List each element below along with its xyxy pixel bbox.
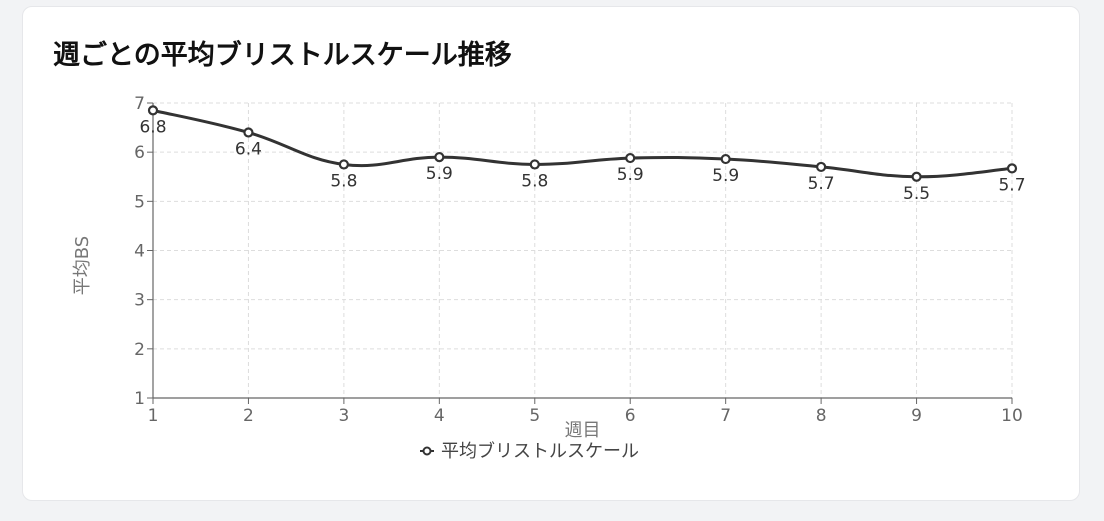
y-tick-label: 5 [134,192,145,212]
data-point[interactable] [338,159,349,170]
data-label: 5.9 [617,165,644,185]
data-label: 5.8 [330,171,357,191]
legend-label[interactable]: 平均ブリストルスケール [441,440,639,462]
data-point[interactable] [625,152,636,164]
legend-marker [422,446,432,456]
series-line [152,108,1013,179]
y-tick-label: 1 [134,389,145,409]
data-label: 5.9 [426,164,453,184]
data-label: 5.7 [808,174,835,194]
data-label: 5.8 [521,171,548,191]
x-axis-title: 週目 [565,420,601,441]
data-point[interactable] [434,151,445,163]
x-tick-label: 4 [434,406,445,426]
data-label: 5.5 [903,184,930,204]
data-point[interactable] [529,159,540,170]
data-point[interactable] [720,153,731,165]
y-tick-label: 6 [134,143,145,163]
data-label: 5.7 [998,175,1025,195]
x-tick-label: 10 [1001,406,1023,426]
data-point[interactable] [147,105,159,116]
data-label: 6.8 [139,117,166,137]
chart-title: 週ごとの平均ブリストルスケール推移 [53,40,512,71]
x-tick-label: 2 [243,406,254,426]
data-point[interactable] [1006,163,1018,174]
y-tick-label: 7 [134,94,145,114]
y-tick-label: 3 [134,291,145,311]
chart-card: 週ごとの平均ブリストルスケール推移 [22,6,1080,501]
data-point[interactable] [911,171,922,182]
data-point[interactable] [816,161,827,173]
data-point[interactable] [243,127,254,138]
data-label: 6.4 [235,140,262,160]
x-tick-label: 7 [720,406,731,426]
y-tick-label: 2 [134,340,145,360]
x-tick-label: 9 [911,406,922,426]
data-label: 5.9 [712,166,739,186]
x-tick-label: 8 [816,406,827,426]
x-tick-label: 6 [625,406,636,426]
y-tick-label: 4 [134,242,145,262]
y-axis-title: 平均BS [72,236,93,295]
x-tick-label: 1 [148,406,159,426]
x-tick-label: 5 [529,406,540,426]
x-tick-label: 3 [338,406,349,426]
